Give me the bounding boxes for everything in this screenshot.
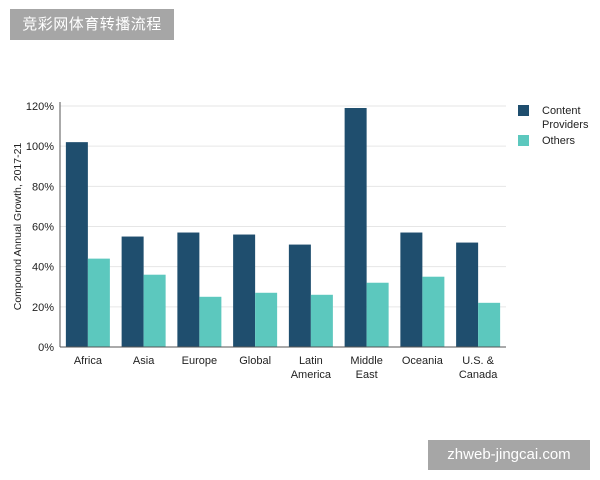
x-tick-label: Asia bbox=[133, 355, 155, 367]
bar-others bbox=[478, 302, 501, 347]
bar-content-providers bbox=[456, 242, 479, 347]
legend-swatch bbox=[518, 105, 529, 116]
legend-swatch bbox=[518, 135, 529, 146]
y-tick-label: 80% bbox=[32, 181, 54, 193]
x-tick-label: Middle East bbox=[350, 355, 382, 381]
y-tick-label: 120% bbox=[26, 101, 54, 113]
x-tick-label: Latin America bbox=[291, 355, 332, 381]
bar-others bbox=[366, 282, 389, 347]
bar-content-providers bbox=[233, 234, 256, 347]
bar-others bbox=[199, 296, 222, 347]
bar-others bbox=[87, 258, 110, 347]
x-tick-label: Europe bbox=[182, 355, 217, 367]
bar-content-providers bbox=[65, 142, 88, 347]
y-tick-label: 20% bbox=[32, 302, 54, 314]
bar-content-providers bbox=[177, 232, 200, 347]
y-tick-label: 0% bbox=[38, 342, 54, 354]
x-tick-label: U.S. & Canada bbox=[459, 355, 498, 381]
bars bbox=[65, 108, 501, 347]
y-tick-label: 60% bbox=[32, 222, 54, 234]
watermark-top: 竞彩网体育转播流程 bbox=[10, 9, 174, 40]
legend-label: Content Providers bbox=[542, 105, 589, 131]
x-tick-label: Africa bbox=[74, 355, 103, 367]
y-axis-title: Compound Annual Growth, 2017-21 bbox=[12, 143, 24, 311]
y-tick-label: 40% bbox=[32, 262, 54, 274]
bar-content-providers bbox=[400, 232, 423, 347]
watermark-bottom: zhweb-jingcai.com bbox=[428, 440, 590, 470]
bar-content-providers bbox=[344, 108, 367, 347]
bar-others bbox=[310, 294, 333, 347]
bar-content-providers bbox=[121, 236, 144, 347]
y-tick-labels: 0% 20% 40% 60% 80% 100% 120% bbox=[26, 101, 54, 354]
y-tick-label: 100% bbox=[26, 141, 54, 153]
x-tick-label: Global bbox=[239, 355, 271, 367]
bar-others bbox=[422, 276, 445, 347]
legend-label: Others bbox=[542, 135, 576, 147]
x-tick-labels: Africa Asia Europe Global Latin America Middle… bbox=[74, 355, 498, 381]
x-tick-label: Oceania bbox=[402, 355, 444, 367]
bar-others bbox=[143, 274, 166, 347]
bar-others bbox=[255, 292, 278, 347]
legend: Content Providers Others bbox=[518, 105, 589, 147]
bar-content-providers bbox=[288, 244, 311, 347]
axes bbox=[59, 102, 506, 348]
